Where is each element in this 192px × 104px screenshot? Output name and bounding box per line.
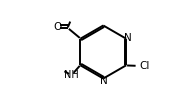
- Text: Cl: Cl: [139, 61, 149, 71]
- Text: O: O: [54, 22, 62, 32]
- Text: NH: NH: [64, 70, 79, 80]
- Text: N: N: [100, 76, 108, 86]
- Text: N: N: [124, 33, 132, 43]
